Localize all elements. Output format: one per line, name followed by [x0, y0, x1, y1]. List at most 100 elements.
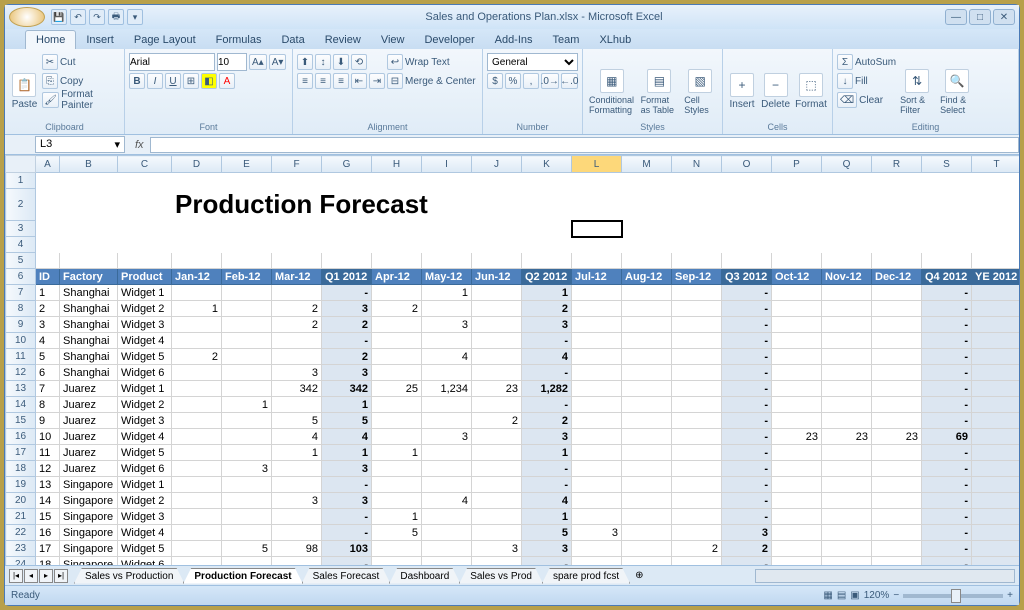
- cell[interactable]: Widget 1: [118, 477, 172, 493]
- cell[interactable]: 4: [422, 493, 472, 509]
- cell[interactable]: -: [522, 461, 572, 477]
- cell[interactable]: -: [922, 509, 972, 525]
- cell[interactable]: 1: [322, 445, 372, 461]
- cell[interactable]: [622, 445, 672, 461]
- cell[interactable]: [822, 477, 872, 493]
- row-header[interactable]: 24: [6, 557, 36, 566]
- cell[interactable]: -: [722, 493, 772, 509]
- grow-font-button[interactable]: A▴: [249, 54, 267, 70]
- cell[interactable]: [172, 461, 222, 477]
- cell[interactable]: 98: [272, 541, 322, 557]
- cell[interactable]: [172, 509, 222, 525]
- sheet-tab[interactable]: Dashboard: [389, 568, 460, 584]
- cell[interactable]: [472, 317, 522, 333]
- cell[interactable]: [872, 381, 922, 397]
- row-header[interactable]: 11: [6, 349, 36, 365]
- indent-right-button[interactable]: ⇥: [369, 73, 385, 89]
- cell[interactable]: 4: [322, 429, 372, 445]
- cell[interactable]: Widget 3: [118, 413, 172, 429]
- cell[interactable]: [622, 477, 672, 493]
- qat-redo-icon[interactable]: ↷: [89, 9, 105, 25]
- name-box[interactable]: L3▾: [35, 136, 125, 153]
- cell[interactable]: 3: [522, 541, 572, 557]
- cell[interactable]: [872, 349, 922, 365]
- cell[interactable]: [822, 397, 872, 413]
- cell[interactable]: [572, 381, 622, 397]
- cell[interactable]: -: [722, 461, 772, 477]
- cell[interactable]: 1: [522, 445, 572, 461]
- font-color-button[interactable]: A: [219, 73, 235, 89]
- cell[interactable]: [872, 461, 922, 477]
- cell[interactable]: [472, 477, 522, 493]
- cell[interactable]: [672, 525, 722, 541]
- cell[interactable]: Singapore: [60, 509, 118, 525]
- cell[interactable]: [822, 381, 872, 397]
- cell[interactable]: [572, 301, 622, 317]
- cell[interactable]: [622, 525, 672, 541]
- cell[interactable]: 12: [36, 461, 60, 477]
- cell[interactable]: [822, 461, 872, 477]
- cell[interactable]: [822, 365, 872, 381]
- border-button[interactable]: ⊞: [183, 73, 199, 89]
- format-painter-button[interactable]: 🖌Format Painter: [42, 91, 120, 109]
- cell[interactable]: 1: [372, 509, 422, 525]
- cell[interactable]: [372, 477, 422, 493]
- cell[interactable]: 14: [36, 493, 60, 509]
- cell[interactable]: Widget 2: [118, 301, 172, 317]
- fx-icon[interactable]: fx: [129, 139, 150, 151]
- cell[interactable]: 3: [522, 429, 572, 445]
- cell[interactable]: [372, 461, 422, 477]
- cell[interactable]: [472, 365, 522, 381]
- cell[interactable]: [672, 381, 722, 397]
- cell[interactable]: [622, 493, 672, 509]
- column-header[interactable]: C: [118, 156, 172, 173]
- cell[interactable]: -: [922, 381, 972, 397]
- cell[interactable]: [422, 333, 472, 349]
- cell[interactable]: [572, 333, 622, 349]
- cell[interactable]: [672, 557, 722, 566]
- row-header[interactable]: 13: [6, 381, 36, 397]
- next-sheet-button[interactable]: ▸: [39, 569, 53, 583]
- row-header[interactable]: 1: [6, 173, 36, 189]
- column-header[interactable]: E: [222, 156, 272, 173]
- cell[interactable]: [272, 477, 322, 493]
- cell[interactable]: -: [922, 461, 972, 477]
- horizontal-scrollbar[interactable]: [755, 569, 1015, 583]
- normal-view-button[interactable]: ▦: [823, 590, 832, 601]
- cell[interactable]: [822, 509, 872, 525]
- cell[interactable]: [222, 349, 272, 365]
- cell[interactable]: -: [322, 285, 372, 301]
- cell[interactable]: Widget 6: [118, 365, 172, 381]
- cell[interactable]: [572, 445, 622, 461]
- cell[interactable]: -: [922, 413, 972, 429]
- underline-button[interactable]: U: [165, 73, 181, 89]
- cell[interactable]: [572, 429, 622, 445]
- cell[interactable]: Widget 3: [118, 317, 172, 333]
- cell[interactable]: [372, 333, 422, 349]
- delete-cells-button[interactable]: −Delete: [759, 51, 792, 132]
- cell[interactable]: [172, 365, 222, 381]
- fill-color-button[interactable]: ◧: [201, 73, 217, 89]
- cell[interactable]: -: [722, 429, 772, 445]
- cell[interactable]: [872, 509, 922, 525]
- cell[interactable]: 5: [222, 541, 272, 557]
- cell[interactable]: [272, 397, 322, 413]
- cell[interactable]: 1: [172, 301, 222, 317]
- cell[interactable]: Shanghai: [60, 333, 118, 349]
- cell[interactable]: -: [522, 397, 572, 413]
- cell[interactable]: -: [322, 333, 372, 349]
- cell[interactable]: Widget 4: [118, 333, 172, 349]
- cell[interactable]: [872, 477, 922, 493]
- column-header[interactable]: I: [422, 156, 472, 173]
- cell[interactable]: 3: [322, 493, 372, 509]
- cell[interactable]: [772, 477, 822, 493]
- cell[interactable]: -: [722, 381, 772, 397]
- cell[interactable]: [772, 413, 822, 429]
- increase-decimal-button[interactable]: .0→: [541, 73, 559, 89]
- align-middle-button[interactable]: ↕: [315, 54, 331, 70]
- cell[interactable]: [772, 285, 822, 301]
- cell[interactable]: 3: [422, 317, 472, 333]
- column-header[interactable]: M: [622, 156, 672, 173]
- cell[interactable]: [372, 397, 422, 413]
- cell[interactable]: [372, 349, 422, 365]
